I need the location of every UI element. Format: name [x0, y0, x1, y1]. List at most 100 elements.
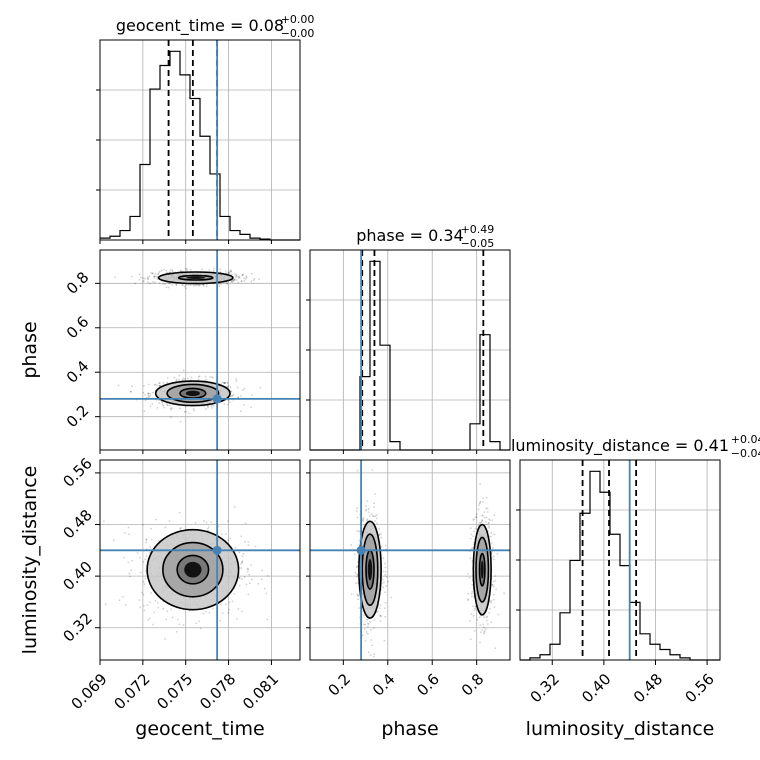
xtick-label: 0.48: [630, 670, 666, 706]
sample-point: [162, 607, 165, 610]
sample-point: [250, 272, 253, 275]
sample-point: [238, 275, 241, 278]
sample-point: [223, 403, 226, 406]
sample-point: [208, 611, 211, 614]
sample-point: [250, 406, 252, 409]
sample-point: [485, 521, 487, 523]
sample-point: [244, 277, 247, 280]
sample-point: [490, 599, 493, 602]
sample-point: [482, 623, 485, 626]
sample-point: [162, 405, 165, 407]
sample-point: [479, 522, 482, 524]
sample-point: [227, 611, 230, 614]
sample-point: [166, 381, 169, 384]
density-core: [367, 559, 373, 581]
sample-point: [104, 603, 107, 606]
sample-point: [475, 513, 478, 515]
sample-point: [210, 521, 213, 524]
xtick-label: 0.078: [196, 670, 239, 713]
sample-point: [148, 617, 151, 620]
sample-point: [263, 587, 266, 590]
sample-point: [204, 375, 207, 378]
sample-point: [356, 593, 359, 596]
sample-point: [468, 620, 471, 622]
sample-point: [369, 654, 372, 657]
sample-point: [248, 582, 251, 585]
sample-point: [376, 610, 379, 613]
sample-point: [472, 614, 475, 617]
sample-point: [118, 599, 121, 602]
x-axis-label-geocent_time: geocent_time: [135, 718, 264, 740]
sample-point: [365, 631, 368, 633]
sample-point: [230, 270, 233, 273]
sample-point: [493, 598, 495, 601]
sample-point: [237, 275, 239, 278]
title-lower-error: −0.05: [461, 237, 495, 250]
sample-point: [154, 518, 157, 521]
sample-point: [469, 638, 472, 641]
sample-point: [241, 389, 244, 392]
sample-point: [151, 272, 154, 275]
sample-point: [230, 280, 233, 283]
sample-point: [194, 521, 197, 524]
sample-point: [382, 570, 385, 573]
sample-point: [483, 616, 486, 618]
sample-point: [492, 580, 495, 583]
sample-point: [475, 516, 478, 518]
sample-point: [232, 394, 235, 396]
sample-point: [358, 607, 361, 609]
sample-point: [247, 568, 250, 571]
sample-point: [367, 511, 370, 514]
sample-point: [143, 609, 146, 612]
sample-point: [483, 630, 486, 632]
sample-point: [227, 385, 230, 388]
sample-point: [243, 277, 245, 280]
sample-point: [235, 618, 238, 620]
sample-point: [373, 653, 375, 656]
xtick-label: 0.081: [239, 670, 282, 713]
sample-point: [486, 507, 489, 510]
sample-point: [356, 565, 359, 568]
sample-point: [250, 564, 253, 566]
sample-point: [165, 618, 168, 621]
sample-point: [203, 520, 205, 522]
histogram-geocent_time: [100, 50, 300, 241]
sample-point: [176, 378, 178, 381]
sample-point: [387, 580, 389, 583]
title-lower-error: −0.04: [731, 447, 760, 460]
sample-point: [238, 577, 241, 579]
xtick-label: 0.2: [324, 670, 354, 700]
sample-point: [356, 516, 359, 519]
sample-point: [375, 517, 378, 520]
sample-point: [235, 274, 238, 277]
sample-point: [355, 510, 358, 512]
sample-point: [474, 527, 477, 530]
sample-point: [204, 408, 207, 410]
sample-point: [182, 369, 185, 372]
sample-point: [490, 601, 493, 604]
sample-point: [491, 583, 494, 586]
sample-point: [192, 284, 195, 287]
sample-point: [470, 592, 473, 595]
sample-point: [266, 618, 269, 621]
sample-point: [223, 381, 225, 384]
sample-point: [382, 586, 385, 589]
sample-point: [229, 537, 232, 540]
sample-point: [169, 268, 172, 271]
sample-point: [247, 541, 250, 544]
sample-point: [374, 493, 377, 496]
sample-point: [145, 539, 148, 542]
sample-point: [160, 400, 163, 403]
sample-point: [491, 519, 494, 522]
sample-point: [252, 279, 255, 282]
sample-point: [373, 619, 376, 622]
sample-point: [470, 613, 473, 616]
sample-point: [186, 269, 188, 272]
xtick-label: 0.069: [68, 670, 111, 713]
sample-point: [179, 269, 182, 272]
sample-point: [353, 553, 356, 556]
title-upper-error: +0.04: [731, 433, 760, 446]
sample-point: [358, 530, 360, 533]
sample-point: [130, 569, 133, 571]
